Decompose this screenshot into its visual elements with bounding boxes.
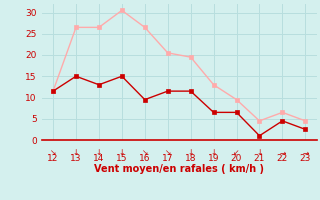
Text: ↙: ↙	[233, 148, 240, 157]
Text: →: →	[302, 148, 308, 157]
Text: →: →	[279, 148, 285, 157]
Text: ↓: ↓	[188, 148, 194, 157]
Text: ↓: ↓	[256, 148, 263, 157]
Text: ↓: ↓	[73, 148, 79, 157]
Text: ↘: ↘	[164, 148, 171, 157]
Text: ↘: ↘	[142, 148, 148, 157]
Text: ↓: ↓	[211, 148, 217, 157]
X-axis label: Vent moyen/en rafales ( km/h ): Vent moyen/en rafales ( km/h )	[94, 164, 264, 174]
Text: ↓: ↓	[96, 148, 102, 157]
Text: ↓: ↓	[119, 148, 125, 157]
Text: ↘: ↘	[50, 148, 56, 157]
